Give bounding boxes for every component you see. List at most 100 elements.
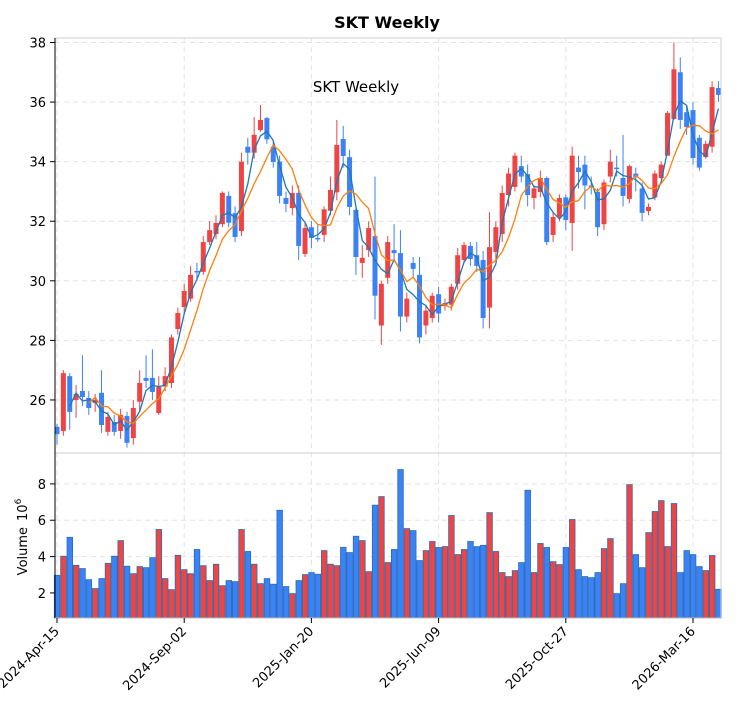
candle (556, 194, 562, 222)
volume-bar (550, 561, 557, 619)
candle-body (677, 72, 683, 120)
candle (258, 105, 264, 132)
candle-body (474, 255, 480, 266)
candle-body (200, 242, 206, 272)
volume-bar (181, 569, 188, 619)
candle-body (493, 227, 499, 252)
volume-bar (60, 555, 67, 619)
candle (696, 134, 702, 171)
volume-bar (537, 543, 544, 619)
candle-body (525, 174, 531, 196)
volume-tick-label: 6 (38, 514, 46, 529)
volume-bar (441, 546, 449, 619)
candle (378, 280, 384, 345)
candle (277, 155, 283, 204)
candle (105, 411, 111, 436)
candle (671, 42, 677, 120)
candle-body (391, 250, 397, 254)
candle (219, 191, 225, 228)
candle (302, 221, 308, 257)
candle (684, 105, 690, 135)
candle-body (79, 391, 85, 397)
volume-bar (104, 562, 112, 619)
candle-body (544, 178, 550, 243)
volume-bar (270, 583, 277, 619)
candle (334, 119, 340, 201)
volume-bar (117, 540, 124, 619)
candle-body (715, 88, 721, 95)
candle-body (709, 87, 715, 147)
candle (308, 221, 314, 249)
candle-body (550, 217, 556, 235)
candle-body (181, 290, 187, 308)
candle-body (321, 209, 327, 235)
candle-body (417, 274, 423, 338)
volume-bar (123, 565, 131, 619)
candle (569, 146, 575, 252)
volume-bar (244, 551, 252, 619)
candle-body (283, 197, 289, 204)
volume-bar (212, 563, 220, 619)
candle-body (518, 166, 524, 177)
price-y-ticks: 26 28 30 32 34 36 38 (29, 36, 55, 409)
candle (207, 221, 213, 246)
candle (461, 242, 467, 263)
volume-bar (314, 573, 322, 619)
candle (448, 283, 454, 311)
y-tick-label: 32 (29, 215, 46, 230)
candle-body (658, 164, 664, 179)
volume-bar (276, 509, 283, 619)
volume-bar (238, 529, 245, 619)
candle (156, 376, 162, 415)
candle (531, 185, 537, 210)
volume-bar (187, 573, 194, 619)
candle (372, 176, 378, 320)
volume-bar (702, 570, 709, 619)
volume-bar (340, 546, 347, 619)
volume-bar (588, 577, 595, 619)
volume-bar (683, 550, 690, 619)
ma-short-line (69, 99, 720, 431)
candle (245, 137, 251, 165)
volume-bar (664, 546, 671, 619)
candle (391, 224, 397, 260)
candle (601, 179, 607, 231)
candle (188, 265, 194, 302)
candle-body (168, 337, 174, 383)
volume-bar (651, 511, 659, 619)
candle (181, 283, 187, 314)
volume-bar (448, 515, 455, 619)
candle-body (448, 286, 454, 305)
volume-bar (206, 580, 213, 619)
candle-body (238, 161, 244, 232)
volume-bar (371, 504, 379, 619)
candle-body (60, 373, 66, 431)
candle (582, 155, 588, 210)
volume-bar (352, 535, 360, 619)
candle-body (378, 283, 384, 326)
candle (60, 370, 66, 436)
candle (715, 81, 721, 103)
candle-body (340, 138, 346, 156)
x-tick-label: 2025-Oct-27 (503, 624, 571, 692)
volume-bar (505, 576, 512, 619)
candle (709, 81, 715, 153)
volume-bar (174, 554, 182, 619)
candle-body (73, 394, 79, 400)
candle-body (480, 259, 486, 319)
volume-bar (327, 563, 334, 619)
volume-bar (219, 585, 226, 619)
volume-bar (632, 554, 640, 619)
volume-bar (499, 572, 506, 619)
volume-bar (639, 567, 646, 619)
x-tick-label: 2024-Sep-02 (120, 624, 190, 694)
volume-bar (511, 570, 519, 619)
volume-bar (696, 566, 703, 619)
candle-body (258, 119, 264, 131)
candle-body (143, 377, 149, 381)
volume-bar (619, 583, 627, 619)
candle-body (327, 189, 333, 211)
volume-bar (689, 554, 697, 619)
volume-bar (492, 551, 500, 619)
candle-body (696, 137, 702, 168)
